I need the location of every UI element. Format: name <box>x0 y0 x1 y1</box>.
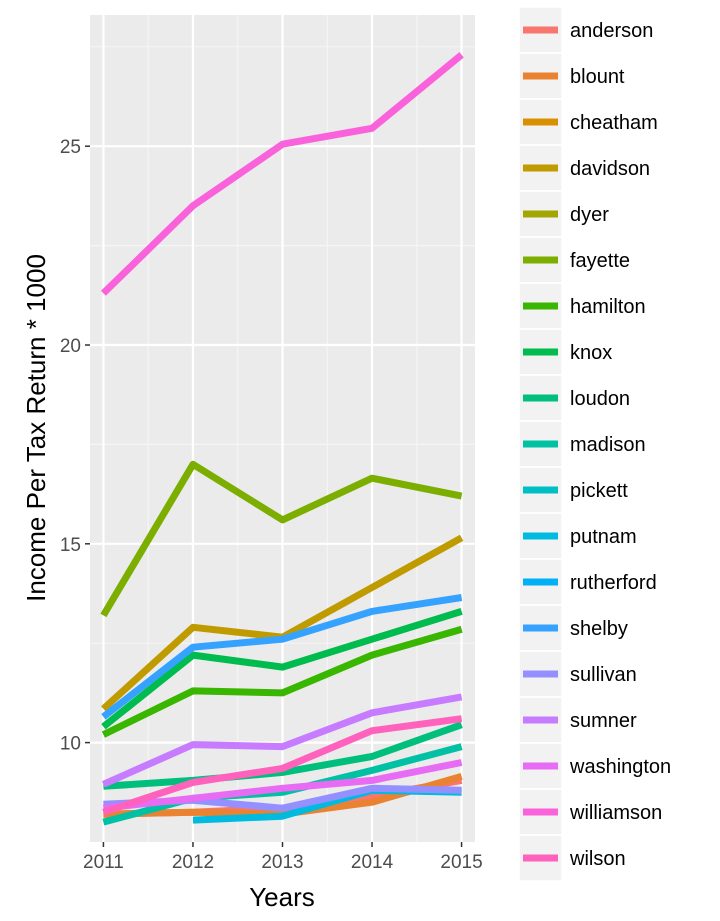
y-tick-label: 25 <box>60 137 81 158</box>
x-axis-title: Years <box>249 882 315 912</box>
legend-label-anderson: anderson <box>570 20 653 42</box>
y-tick-label: 15 <box>60 535 81 556</box>
series-line-knox <box>101 608 463 730</box>
series-line-hamilton <box>101 625 463 738</box>
x-tick-label: 2011 <box>83 852 124 873</box>
series-line-williamson <box>100 52 464 296</box>
legend-label-blount: blount <box>570 66 625 88</box>
series-line-wilson <box>102 715 463 816</box>
legend-label-davidson: davidson <box>570 158 650 180</box>
series-line-washington <box>103 759 463 812</box>
y-tick-label: 20 <box>60 336 81 357</box>
legend-label-williamson: williamson <box>569 802 662 824</box>
y-axis: 10 15 20 25 <box>60 137 90 755</box>
series-line-loudon <box>103 721 463 790</box>
series-line-shelby <box>101 594 463 720</box>
major-gridlines <box>90 15 475 842</box>
legend-label-hamilton: hamilton <box>570 296 646 318</box>
series-line-sumner <box>101 693 463 788</box>
x-tick-label: 2015 <box>440 852 482 873</box>
series-line-madison <box>102 743 463 826</box>
legend-label-dyer: dyer <box>570 204 609 226</box>
legend-label-sullivan: sullivan <box>570 664 637 686</box>
minor-gridlines <box>90 15 475 842</box>
x-tick-label: 2013 <box>261 852 303 873</box>
y-axis-title: Income Per Tax Return * 1000 <box>21 254 51 602</box>
legend-label-wilson: wilson <box>569 848 626 870</box>
legend-label-pickett: pickett <box>570 480 628 502</box>
x-tick-label: 2012 <box>172 852 214 873</box>
legend-label-rutherford: rutherford <box>570 572 657 594</box>
legend-label-putnam: putnam <box>570 526 637 548</box>
legend-label-loudon: loudon <box>570 388 630 410</box>
x-axis: 2011 2012 2013 2014 2015 <box>83 842 483 873</box>
y-tick-label: 10 <box>60 734 81 755</box>
legend-label-cheatham: cheatham <box>570 112 658 134</box>
legend-label-fayette: fayette <box>570 250 630 272</box>
series-lines <box>100 52 464 826</box>
legend-label-knox: knox <box>570 342 612 364</box>
legend-label-madison: madison <box>570 434 646 456</box>
legend-label-washington: washington <box>569 756 671 778</box>
series-line-fayette <box>100 460 463 618</box>
legend-label-shelby: shelby <box>570 618 628 640</box>
x-tick-label: 2014 <box>351 852 394 873</box>
legend-label-sumner: sumner <box>570 710 637 732</box>
legend: anderson blount cheatham davidson dyer fayett… <box>518 6 671 882</box>
